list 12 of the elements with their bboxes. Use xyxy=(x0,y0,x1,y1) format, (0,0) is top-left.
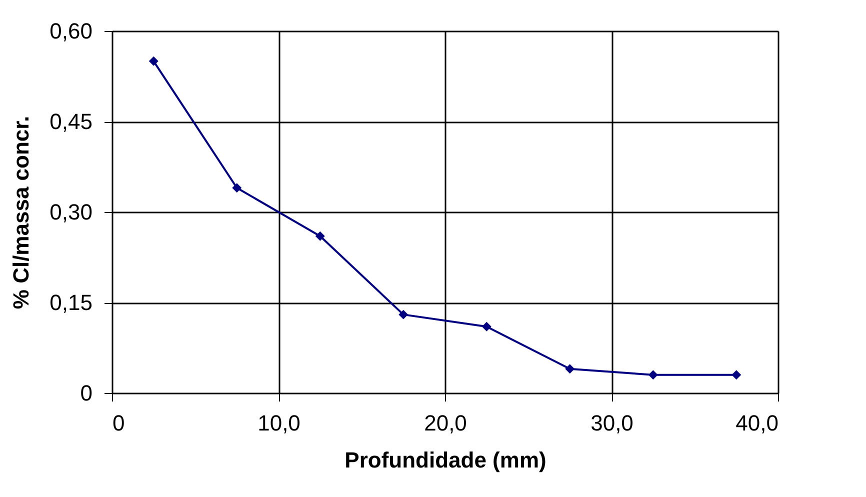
y-tick-label: 0,15 xyxy=(50,290,92,315)
y-axis-title: % Cl/massa concr. xyxy=(8,116,34,310)
y-tick-label: 0,45 xyxy=(50,109,92,134)
y-tick-label: 0,60 xyxy=(50,18,92,44)
x-tick-label: 40,0 xyxy=(736,410,778,436)
x-tick-label: 10,0 xyxy=(258,410,300,436)
x-tick-label: 20,0 xyxy=(424,410,467,436)
y-tick-label: 0 xyxy=(80,380,92,406)
y-tick-label: 0,30 xyxy=(50,200,92,224)
x-axis-title: Profundidade (mm) xyxy=(344,448,546,472)
x-tick-label: 30,0 xyxy=(590,410,634,436)
x-tick-label: 0 xyxy=(112,410,125,436)
